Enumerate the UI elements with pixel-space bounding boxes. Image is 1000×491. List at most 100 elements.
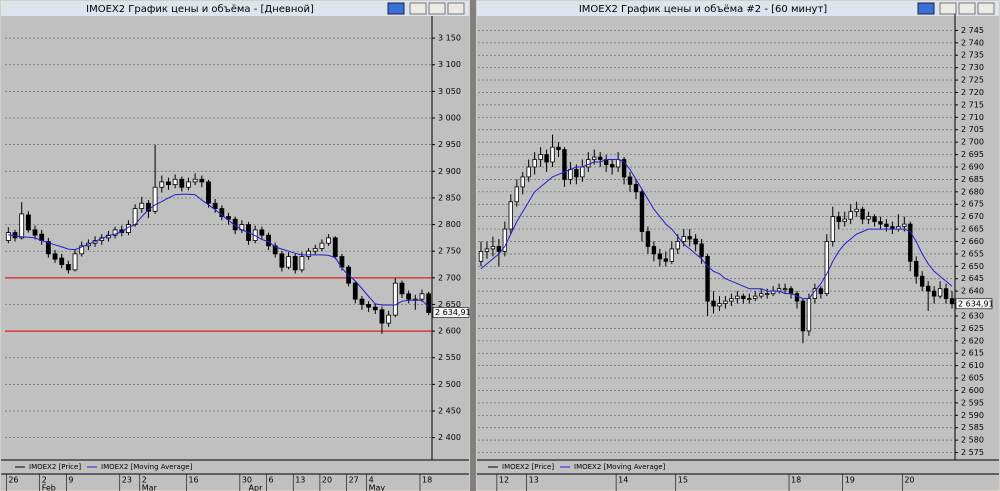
candle-body	[568, 169, 573, 180]
x-tick-label: 2	[142, 476, 147, 485]
candle-body	[59, 257, 65, 265]
x-tick-label: 9	[68, 476, 73, 485]
candle-body	[759, 293, 764, 297]
y-tick-label: 2 670	[961, 212, 984, 221]
close-button[interactable]	[977, 2, 995, 15]
candle-body	[615, 159, 621, 168]
y-tick-label: 2 675	[961, 200, 984, 209]
candle-body	[520, 176, 525, 188]
minimize-button[interactable]	[939, 2, 957, 15]
candle-body	[119, 229, 125, 233]
legend-label: IMOEX2 [Price]	[502, 463, 554, 471]
chart-area	[477, 16, 999, 490]
candle-body	[723, 300, 728, 304]
pin-button[interactable]	[387, 2, 405, 15]
x-tick-label: 19	[845, 476, 855, 485]
last-price-label: 2 634,91	[958, 299, 994, 308]
candle-body	[332, 237, 338, 257]
y-tick-label: 2 720	[961, 88, 984, 97]
candle-body	[166, 181, 171, 186]
candle-body	[598, 156, 603, 160]
minimize-button[interactable]	[409, 2, 427, 15]
legend-label: IMOEX2 [Moving Average]	[574, 463, 666, 471]
candle-body	[627, 176, 633, 185]
chart-area	[1, 16, 469, 490]
candle-body	[502, 228, 508, 252]
x-tick-label: 13	[529, 476, 539, 485]
candle-body	[663, 258, 669, 262]
candle-body	[687, 236, 692, 240]
x-tick-label: 18	[791, 476, 801, 485]
restore-button[interactable]	[428, 2, 446, 15]
y-tick-label: 2 575	[961, 448, 984, 457]
candle-body	[854, 208, 859, 213]
y-tick-label: 2 615	[961, 349, 984, 358]
candle-body	[292, 256, 298, 271]
candle-body	[426, 293, 432, 313]
y-tick-label: 2 950	[438, 140, 461, 149]
y-tick-label: 2 725	[961, 76, 984, 85]
candle-body	[319, 242, 325, 249]
restore-button[interactable]	[958, 2, 976, 15]
candle-body	[352, 282, 358, 300]
x-tick-label: 14	[618, 476, 628, 485]
candle-body	[764, 293, 770, 296]
candle-body	[146, 202, 151, 212]
candle-body	[406, 293, 412, 300]
candle-body	[645, 231, 651, 247]
y-tick-label: 2 850	[438, 193, 461, 202]
last-price-label: 2 634,91	[435, 308, 471, 317]
x-tick-label: 6	[269, 476, 274, 485]
candle-body	[556, 146, 561, 151]
candle-body	[199, 178, 205, 183]
candle-body	[186, 181, 191, 188]
y-tick-label: 2 500	[438, 380, 461, 389]
candle-body	[633, 183, 639, 193]
y-tick-label: 2 450	[438, 406, 461, 415]
y-tick-label: 2 610	[961, 361, 984, 370]
y-tick-label: 3 000	[438, 114, 461, 123]
candle-body	[266, 234, 271, 247]
y-tick-label: 2 665	[961, 225, 984, 234]
candle-body	[159, 181, 165, 188]
candle-body	[914, 260, 919, 277]
y-tick-label: 3 150	[438, 34, 461, 43]
y-tick-label: 2 695	[961, 150, 984, 159]
pin-button[interactable]	[917, 2, 935, 15]
legend-label: IMOEX2 [Price]	[29, 463, 81, 471]
candle-body	[651, 246, 657, 255]
y-tick-label: 2 595	[961, 398, 984, 407]
candle-body	[562, 149, 567, 180]
y-tick-label: 2 625	[961, 324, 984, 333]
candle-body	[657, 253, 663, 260]
moving-average-line	[480, 159, 953, 300]
y-tick-label: 2 585	[961, 423, 984, 432]
candle-body	[908, 223, 913, 262]
x-tick-label: 26	[8, 476, 18, 485]
y-tick-label: 2 900	[438, 167, 461, 176]
candle-body	[860, 208, 865, 220]
candle-body	[206, 181, 211, 204]
candle-body	[359, 298, 365, 305]
x-tick-label: 18	[422, 476, 432, 485]
y-tick-label: 2 710	[961, 113, 984, 122]
candle-body	[753, 295, 758, 299]
candle-body	[419, 293, 425, 300]
candle-body	[72, 253, 78, 271]
candle-body	[326, 237, 331, 244]
candle-body	[794, 293, 800, 302]
x-tick-label: 4	[369, 476, 374, 485]
candle-body	[32, 229, 38, 236]
candle-body	[212, 202, 218, 209]
candle-body	[386, 314, 392, 324]
y-tick-label: 2 705	[961, 125, 984, 134]
candle-body	[192, 178, 198, 183]
candle-body	[902, 223, 907, 227]
moving-average-line	[8, 193, 430, 308]
candle-body	[705, 255, 710, 302]
close-button[interactable]	[447, 2, 465, 15]
y-tick-label: 3 100	[438, 60, 461, 69]
y-tick-label: 2 750	[438, 247, 461, 256]
candle-body	[735, 295, 740, 299]
